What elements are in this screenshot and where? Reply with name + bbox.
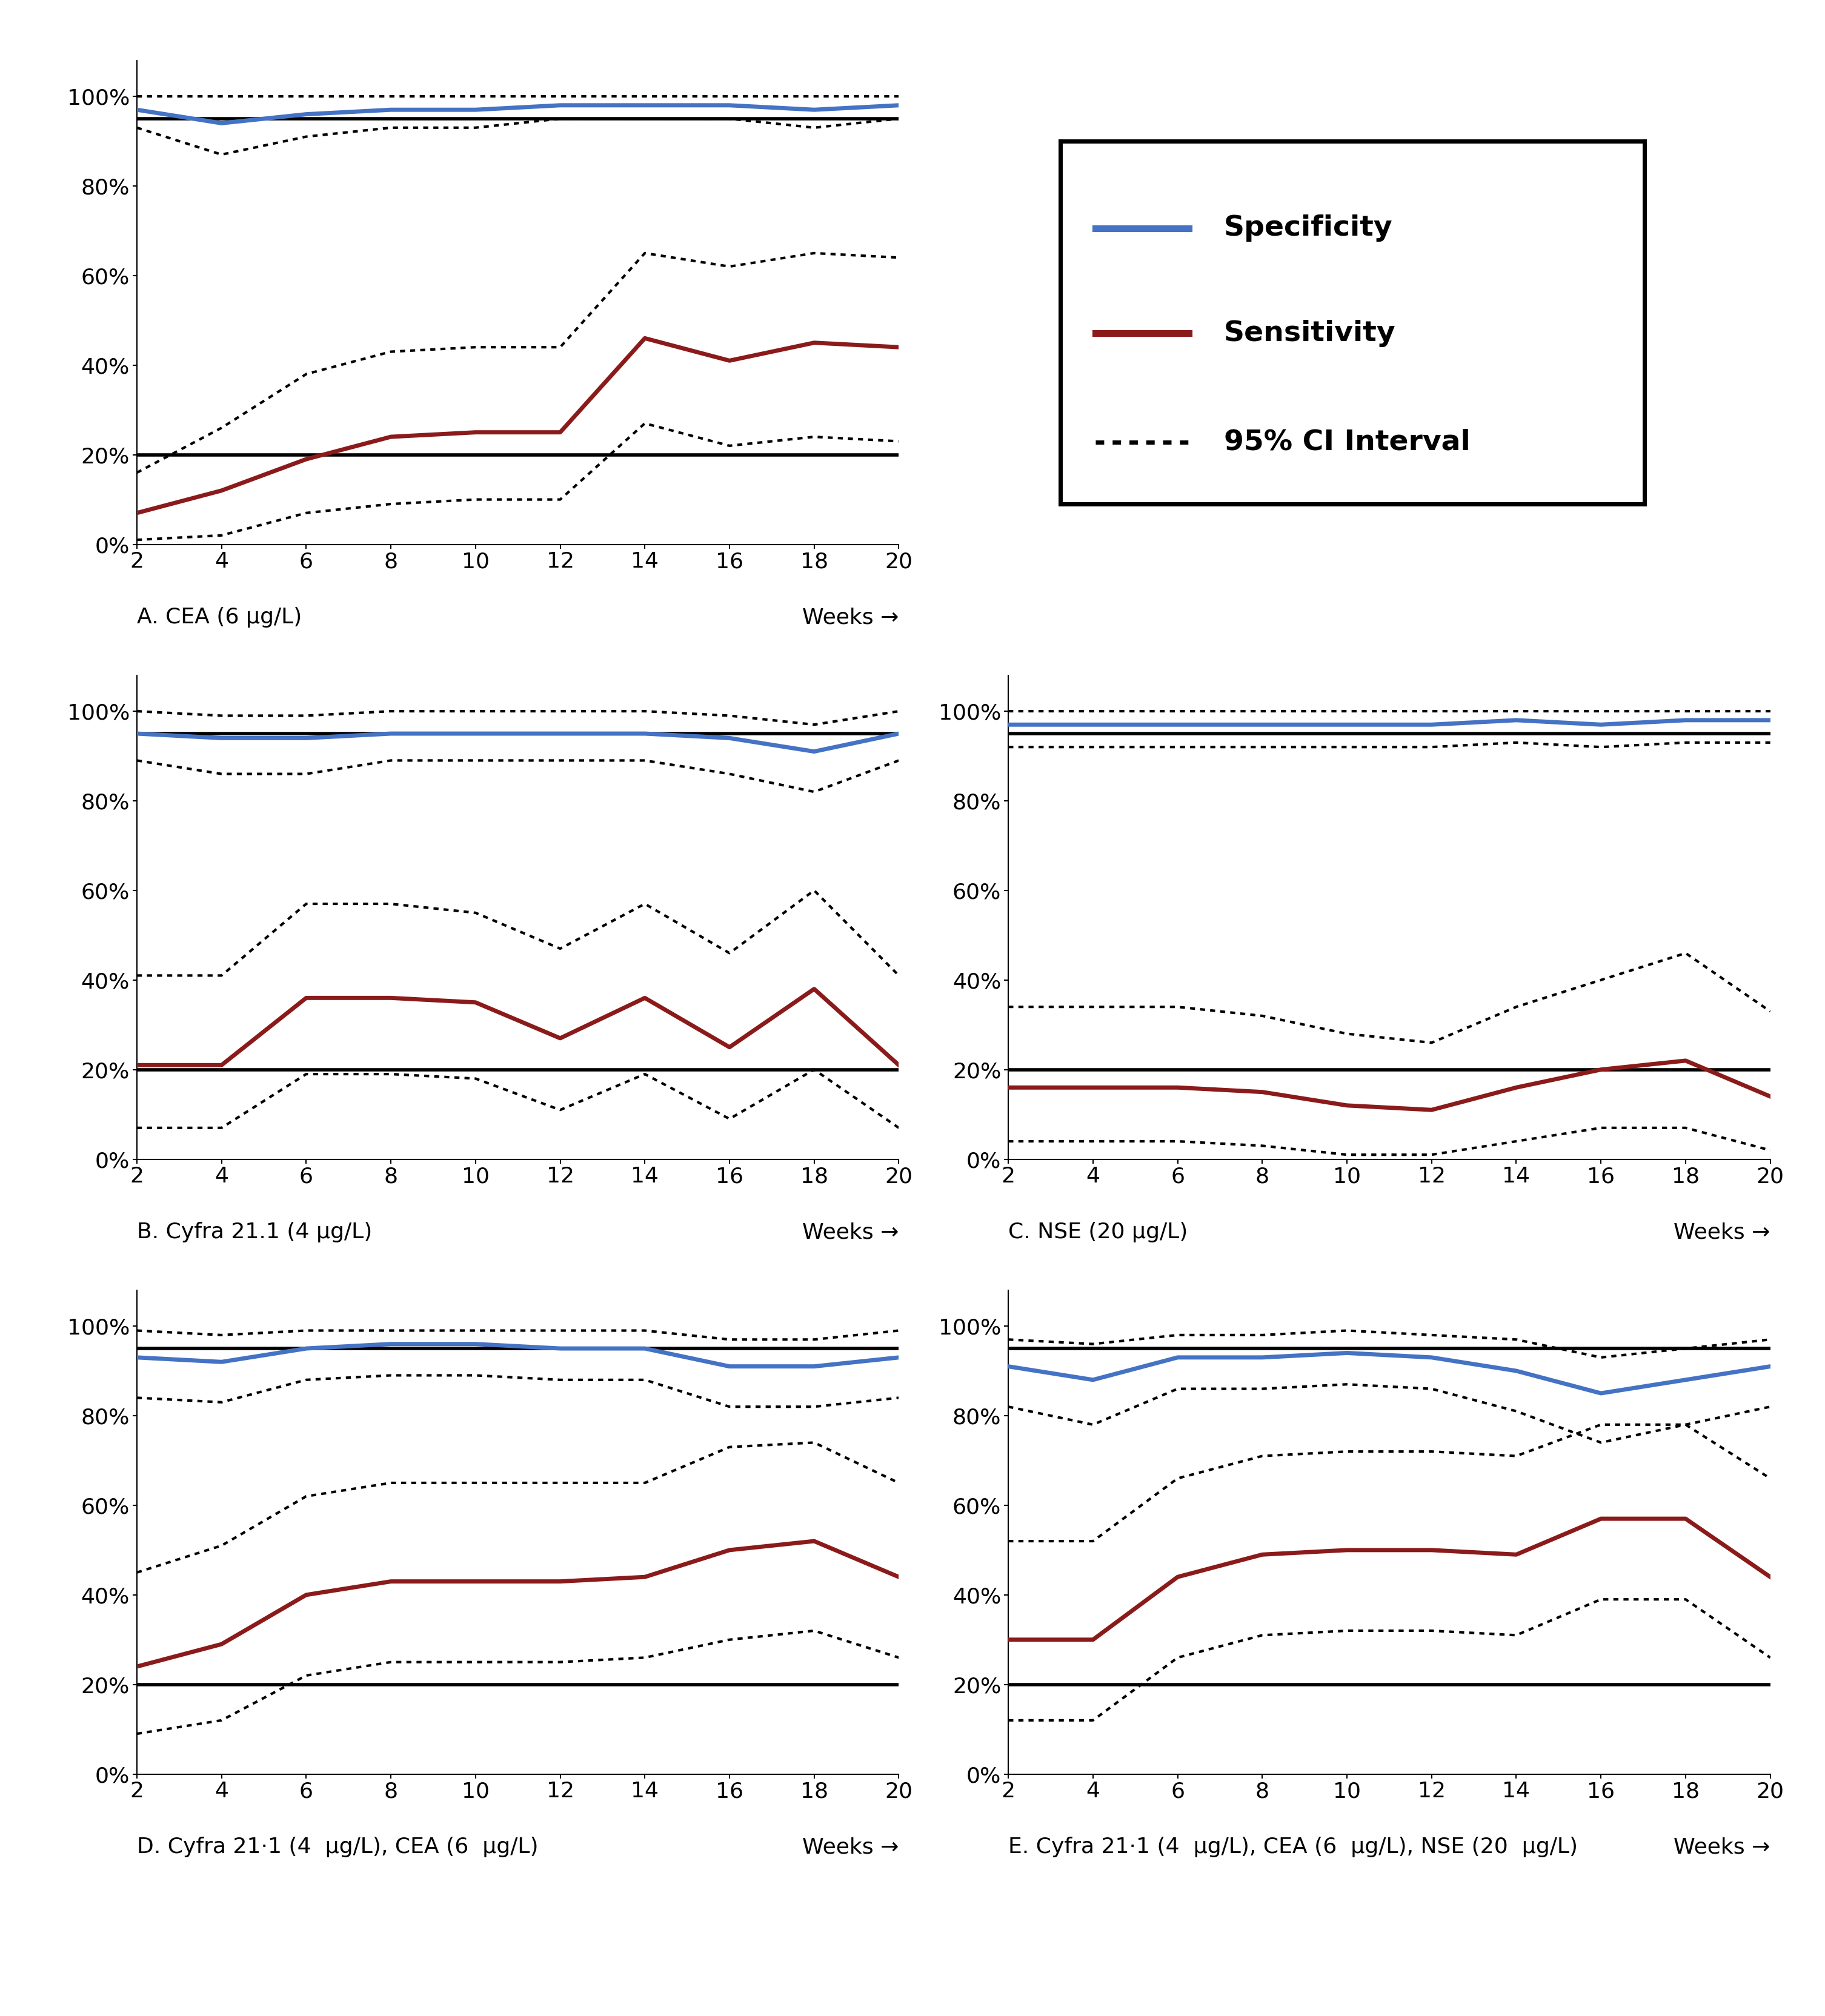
- Text: Weeks →: Weeks →: [803, 1837, 898, 1857]
- Text: A. CEA (6 μg/L): A. CEA (6 μg/L): [137, 607, 301, 627]
- Text: Specificity: Specificity: [1225, 214, 1392, 242]
- Text: 95% CI Interval: 95% CI Interval: [1225, 429, 1471, 456]
- Text: C. NSE (20 μg/L): C. NSE (20 μg/L): [1007, 1222, 1188, 1242]
- Text: Weeks →: Weeks →: [1674, 1837, 1770, 1857]
- Text: Sensitivity: Sensitivity: [1225, 321, 1396, 347]
- Text: D. Cyfra 21·1 (4  μg/L), CEA (6  μg/L): D. Cyfra 21·1 (4 μg/L), CEA (6 μg/L): [137, 1837, 538, 1857]
- Text: B. Cyfra 21.1 (4 μg/L): B. Cyfra 21.1 (4 μg/L): [137, 1222, 372, 1242]
- Text: E. Cyfra 21·1 (4  μg/L), CEA (6  μg/L), NSE (20  μg/L): E. Cyfra 21·1 (4 μg/L), CEA (6 μg/L), NS…: [1007, 1837, 1579, 1857]
- Text: Weeks →: Weeks →: [803, 607, 898, 627]
- Text: Weeks →: Weeks →: [803, 1222, 898, 1242]
- Text: Weeks →: Weeks →: [1674, 1222, 1770, 1242]
